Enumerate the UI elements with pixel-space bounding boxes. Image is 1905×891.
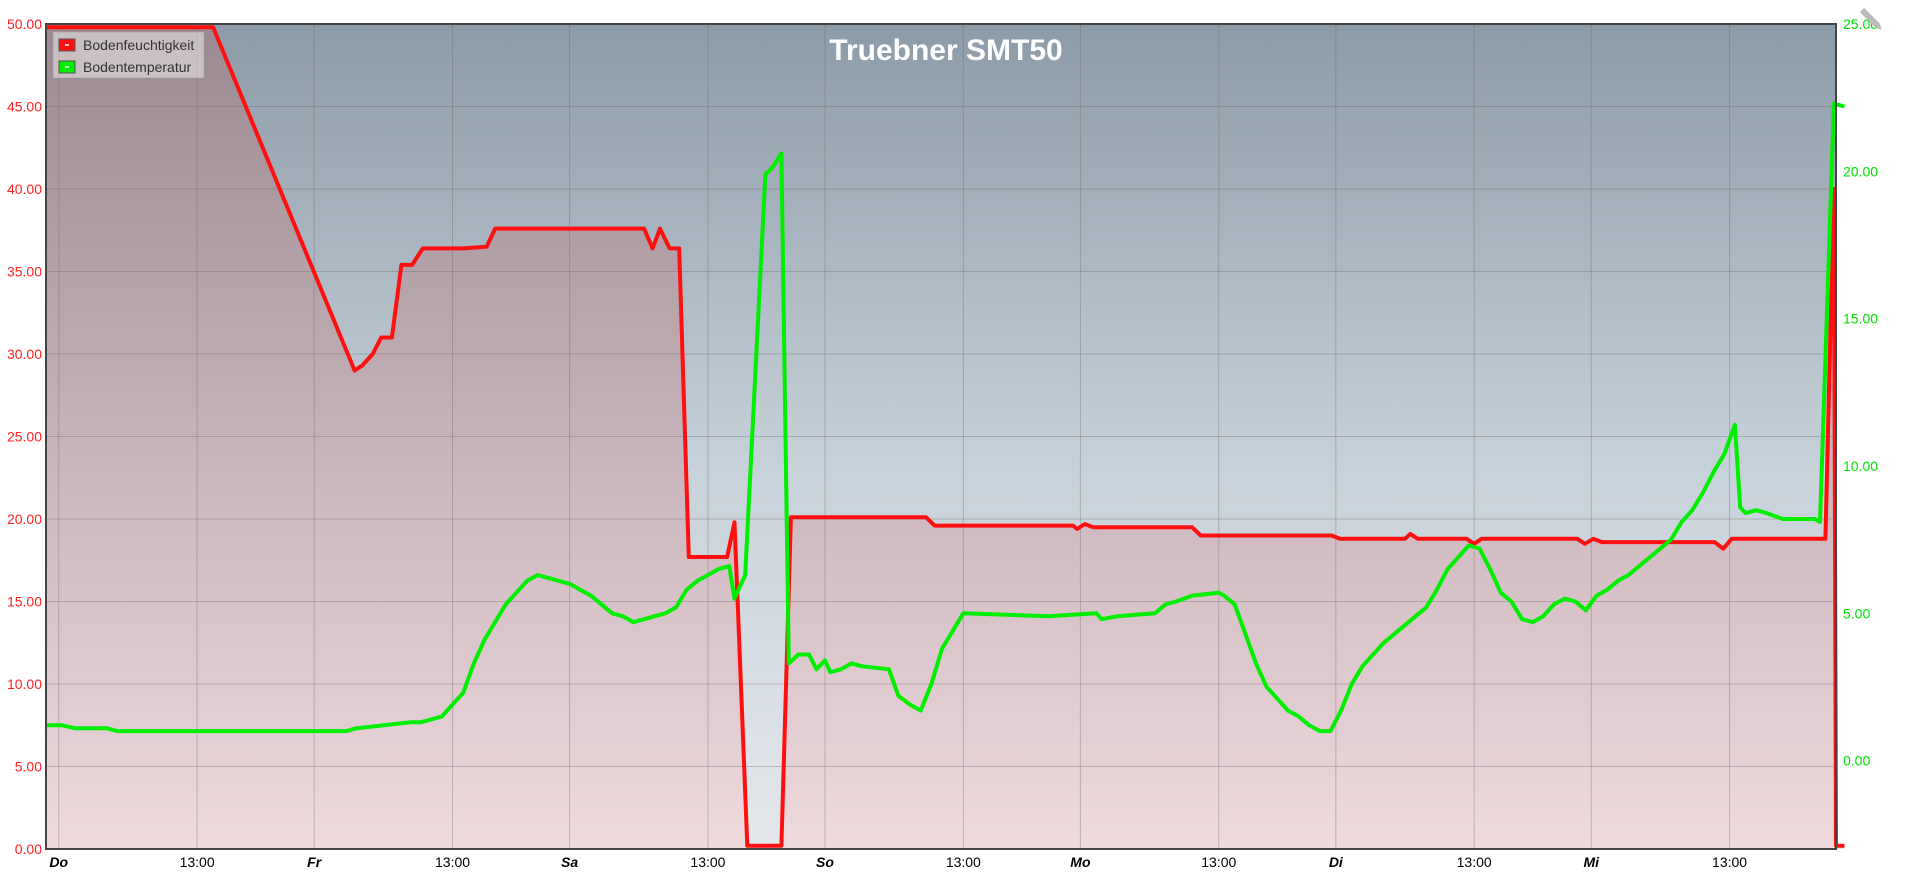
series-layer — [45, 25, 1846, 848]
y-left-tick-label: 25.00 — [7, 429, 42, 445]
y-left-tick-label: 20.00 — [7, 511, 42, 527]
legend-label-temperature: Bodentemperatur — [83, 59, 192, 75]
x-tick-label: Fr — [307, 854, 323, 870]
x-tick-label: Mo — [1070, 854, 1091, 870]
x-tick-label: 13:00 — [690, 854, 725, 870]
y-left-tick-label: 40.00 — [7, 181, 42, 197]
y-left-tick-label: 15.00 — [7, 594, 42, 610]
y-left-tick-label: 35.00 — [7, 264, 42, 280]
x-tick-label: Mi — [1583, 854, 1600, 870]
y-right-tick-label: 5.00 — [1843, 605, 1870, 621]
axes: 0.00 5.00 10.00 15.00 20.00 25.00 30.00 35.00 40… — [7, 16, 1878, 870]
series-line-temperature — [46, 101, 1846, 734]
x-tick-label: Sa — [561, 854, 578, 870]
x-tick-label: 13:00 — [435, 854, 470, 870]
x-tick-label: 13:00 — [946, 854, 981, 870]
x-tick-label: Di — [1329, 854, 1344, 870]
x-tick-label: 13:00 — [1201, 854, 1236, 870]
y-right-tick-label: 0.00 — [1843, 753, 1870, 769]
y-left-tick-label: 30.00 — [7, 346, 42, 362]
y-left-tick-label: 0.00 — [15, 841, 42, 857]
x-tick-label: 13:00 — [1457, 854, 1492, 870]
y-right-tick-label: 15.00 — [1843, 311, 1878, 327]
x-tick-label: So — [816, 854, 834, 870]
x-tick-label: 13:00 — [1712, 854, 1747, 870]
y-left-tick-label: 45.00 — [7, 99, 42, 115]
chart-title: Truebner SMT50 — [829, 34, 1062, 67]
y-left-tick-label: 5.00 — [15, 759, 42, 775]
x-tick-label: 13:00 — [180, 854, 215, 870]
y-right-tick-label: 20.00 — [1843, 163, 1878, 179]
legend-box — [52, 31, 205, 79]
y-left-tick-label: 10.00 — [7, 676, 42, 692]
grid — [46, 23, 1836, 850]
legend[interactable]: Bodenfeuchtigkeit Bodentemperatur — [52, 31, 205, 79]
x-tick-label: Do — [49, 854, 68, 870]
moisture-area-fill — [46, 27, 1845, 850]
legend-item-temperature[interactable]: Bodentemperatur — [58, 59, 192, 75]
plot-border — [45, 23, 1837, 850]
legend-label-moisture: Bodenfeuchtigkeit — [83, 37, 194, 53]
y-right-tick-label: 10.00 — [1843, 458, 1878, 474]
y-left-tick-label: 50.00 — [7, 16, 42, 32]
legend-item-moisture[interactable]: Bodenfeuchtigkeit — [58, 37, 194, 53]
